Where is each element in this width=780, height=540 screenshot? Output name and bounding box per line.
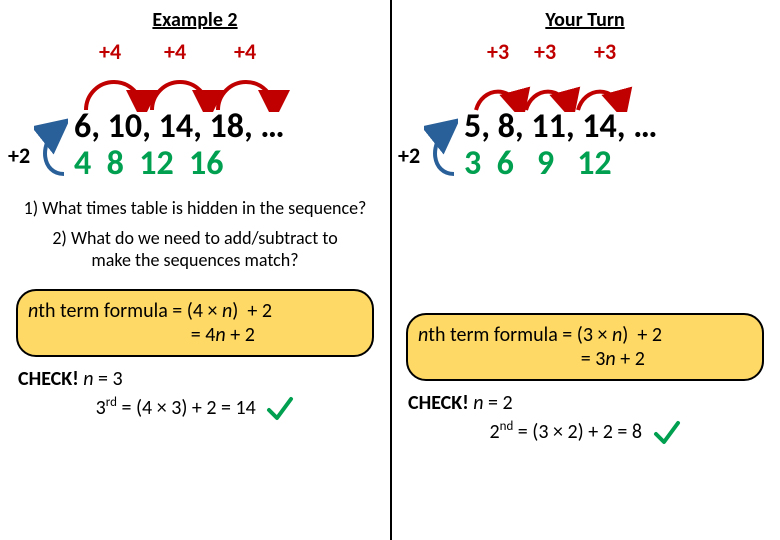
check-line: CHECK! n = 2 xyxy=(408,391,762,415)
tick-icon xyxy=(653,419,681,447)
formula-line-2: = 3n + 2 xyxy=(418,347,752,371)
plus2-arrow-icon xyxy=(34,114,68,182)
right-arcs xyxy=(394,66,776,110)
check-line: CHECK! n = 3 xyxy=(18,367,372,391)
left-panel: Example 2 +4 +4 +4 +2 xyxy=(0,0,390,540)
formula-line-1: nth term formula = (4 × n) + 2 xyxy=(28,299,362,323)
formula-line-2: = 4n + 2 xyxy=(28,323,362,347)
left-sequence-block: +2 6, 10, 14, 18, … 4 8 12 16 xyxy=(4,108,386,183)
plus2-label: +2 xyxy=(398,142,420,169)
diff-label: +4 xyxy=(234,38,256,65)
tick-icon xyxy=(266,395,294,423)
plus2-label: +2 xyxy=(8,142,30,169)
times-table-row: 3 6 9 12 xyxy=(450,145,776,182)
plus2-arrow-icon xyxy=(424,114,458,182)
sequence-top: 5, 8, 11, 14, … xyxy=(450,108,776,145)
diff-label: +4 xyxy=(164,38,186,65)
right-title: Your Turn xyxy=(394,8,776,32)
times-table-row: 4 8 12 16 xyxy=(60,145,386,182)
diff-label: +3 xyxy=(594,38,616,65)
sequence-top: 6, 10, 14, 18, … xyxy=(60,108,386,145)
formula-box: nth term formula = (3 × n) + 2 = 3n + 2 xyxy=(406,313,764,381)
page: Example 2 +4 +4 +4 +2 xyxy=(0,0,780,540)
formula-line-1: nth term formula = (3 × n) + 2 xyxy=(418,323,752,347)
check-calc: 3rd = (4 × 3) + 2 = 14 xyxy=(18,395,372,423)
questions-block: 1) What times table is hidden in the seq… xyxy=(4,197,386,271)
check-calc: 2nd = (3 × 2) + 2 = 8 xyxy=(408,419,762,447)
diff-label: +3 xyxy=(487,38,509,65)
formula-box: nth term formula = (4 × n) + 2 = 4n + 2 xyxy=(16,289,374,357)
spacer xyxy=(394,183,776,295)
question-1: 1) What times table is hidden in the seq… xyxy=(12,197,378,219)
vertical-divider xyxy=(390,0,392,540)
left-title: Example 2 xyxy=(4,8,386,32)
left-diff-labels: +4 +4 +4 xyxy=(4,38,386,64)
question-2: 2) What do we need to add/subtract to ma… xyxy=(12,227,378,271)
diff-label: +4 xyxy=(99,38,121,65)
right-diff-labels: +3 +3 +3 xyxy=(394,38,776,64)
left-arcs xyxy=(4,66,386,110)
diff-label: +3 xyxy=(534,38,556,65)
right-panel: Your Turn +3 +3 +3 +2 xyxy=(390,0,780,540)
right-sequence-block: +2 5, 8, 11, 14, … 3 6 9 12 xyxy=(394,108,776,183)
